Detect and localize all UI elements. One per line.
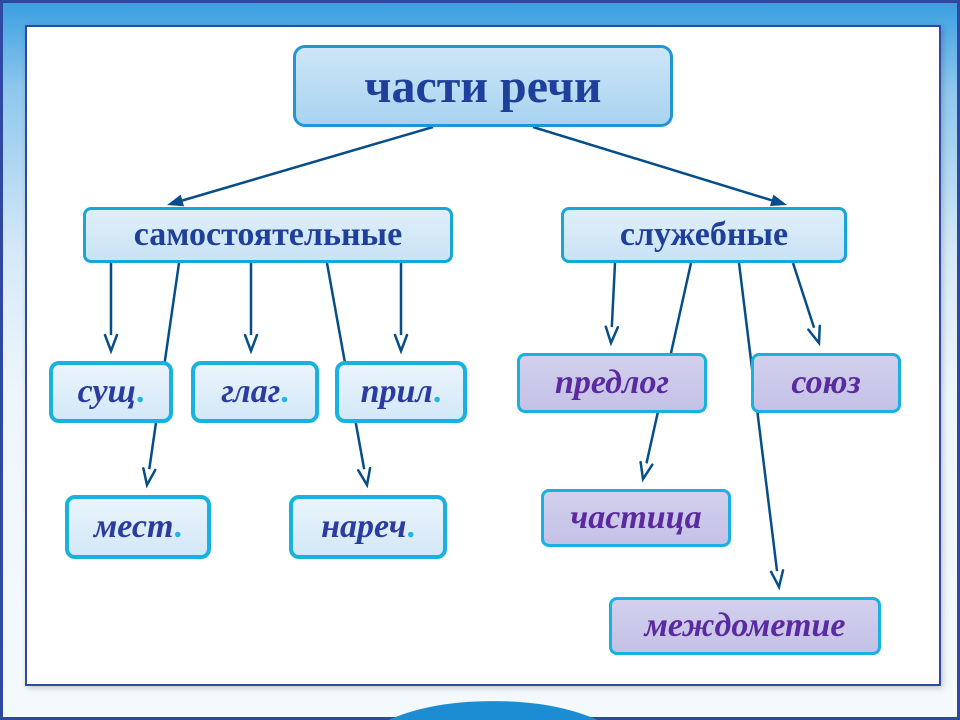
dot-icon: .	[280, 373, 289, 411]
node-verb: глаг.	[191, 361, 319, 423]
node-particle: частица	[541, 489, 731, 547]
dot-icon: .	[136, 373, 145, 411]
dot-icon: .	[406, 508, 415, 546]
node-part-label: частица	[570, 499, 701, 537]
nav-back-button[interactable]	[37, 622, 105, 676]
node-auxiliary-label: служебные	[620, 216, 788, 254]
diagram-canvas: части речи самостоятельные служебные сущ…	[25, 25, 941, 686]
node-root: части речи	[293, 45, 673, 127]
u-turn-icon	[37, 622, 949, 720]
node-root-label: части речи	[364, 59, 601, 114]
node-conjunction: союз	[751, 353, 901, 413]
slide-stage: части речи самостоятельные служебные сущ…	[0, 0, 960, 720]
dot-icon: .	[433, 373, 442, 411]
node-noun-label: сущ	[78, 373, 136, 411]
node-preposition: предлог	[517, 353, 707, 413]
dot-icon: .	[173, 508, 182, 546]
node-noun: сущ.	[49, 361, 173, 423]
node-verb-label: глаг	[221, 373, 280, 411]
node-adverb: нареч.	[289, 495, 447, 559]
node-conj-label: союз	[791, 364, 860, 402]
node-prep-label: предлог	[555, 364, 669, 402]
node-adj-label: прил	[361, 373, 433, 411]
node-pronoun: мест.	[65, 495, 211, 559]
node-adjective: прил.	[335, 361, 467, 423]
node-independent-label: самостоятельные	[134, 216, 402, 254]
node-pron-label: мест	[94, 508, 173, 546]
node-auxiliary: служебные	[561, 207, 847, 263]
node-independent: самостоятельные	[83, 207, 453, 263]
node-adv-label: нареч	[321, 508, 406, 546]
